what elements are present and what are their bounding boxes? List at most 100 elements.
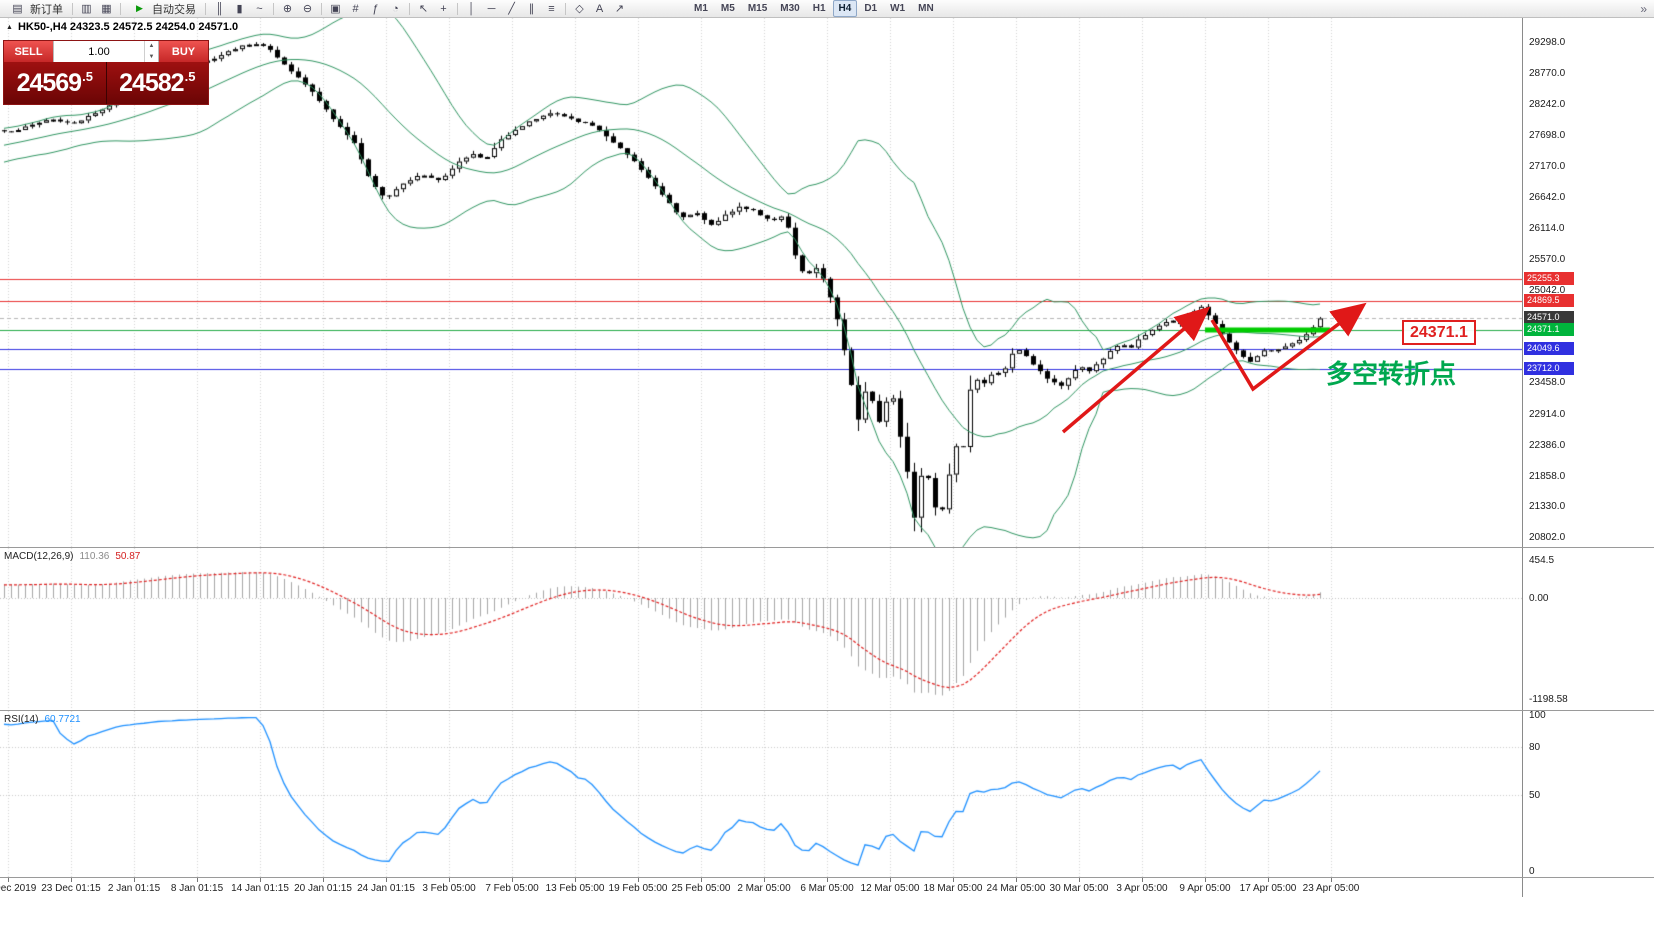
fibonacci-icon[interactable]: ≡ — [548, 2, 555, 15]
toolbar-overflow-icon[interactable]: » — [1640, 1, 1647, 16]
price-tick-label: 23458.0 — [1529, 377, 1566, 389]
price-tick-label: 28242.0 — [1529, 98, 1566, 110]
level-price-tag: 25255.3 — [1524, 271, 1574, 285]
trendline-icon[interactable]: ╱ — [508, 3, 515, 15]
macd-name: MACD(12,26,9) — [4, 551, 74, 562]
price-tick-label: 29298.0 — [1529, 37, 1566, 48]
collapse-icon[interactable]: ▲ — [6, 23, 13, 31]
trend-arrow-zigzag[interactable] — [1210, 302, 1367, 392]
sell-button[interactable]: SELL — [4, 41, 53, 62]
timeframe-m5[interactable]: M5 — [720, 3, 735, 14]
spin-down-icon[interactable]: ▼ — [148, 53, 155, 60]
level-annotation-box[interactable]: 24371.1 — [1402, 320, 1476, 345]
macd-signal-value: 50.87 — [115, 551, 141, 562]
time-tick-mark — [134, 878, 135, 882]
cursor-icon[interactable]: ↖ — [418, 3, 429, 15]
timeframe-d1[interactable]: D1 — [864, 3, 878, 14]
time-tick-label: 19 Feb 05:00 — [608, 883, 668, 894]
timeframe-h1[interactable]: H1 — [812, 3, 826, 14]
zoom-out-icon[interactable]: ⊖ — [302, 3, 313, 15]
price-tick-label: 21858.0 — [1529, 470, 1566, 482]
rsi-canvas[interactable] — [0, 711, 1522, 877]
toolbar-separator — [72, 2, 73, 15]
time-axis[interactable]: 18 Dec 2019 23 Dec 01:15 2 Jan 01:15 8 Jan … — [0, 878, 1522, 897]
time-tick-label: 18 Dec 2019 — [0, 883, 37, 894]
time-tick-label: 30 Mar 05:00 — [1049, 883, 1109, 894]
time-tick-mark — [953, 878, 954, 882]
time-tick-label: 6 Mar 05:00 — [800, 883, 854, 894]
time-tick-label: 23 Apr 05:00 — [1302, 883, 1360, 894]
candlestick-chart-icon[interactable]: ▮ — [236, 3, 243, 15]
macd-tick-label: 0.00 — [1529, 593, 1549, 604]
time-tick-label: 25 Feb 05:00 — [671, 883, 731, 894]
macd-canvas[interactable] — [0, 548, 1522, 710]
auto-trading-button[interactable]: ▶ 自动交易 — [125, 1, 201, 16]
sell-price[interactable]: 24569 .5 — [4, 62, 107, 104]
volume-input[interactable] — [54, 41, 144, 62]
time-tick-mark — [71, 878, 72, 882]
time-tick-mark — [890, 878, 891, 882]
chart-window-icon[interactable]: ▥ — [81, 3, 92, 15]
sell-price-big: 24569 — [16, 68, 83, 97]
shapes-icon[interactable]: ◇ — [575, 3, 584, 15]
turning-point-annotation[interactable]: 多空转折点 — [1326, 359, 1457, 389]
zoom-in-icon[interactable]: ⊕ — [282, 3, 293, 15]
time-tick-label: 7 Feb 05:00 — [485, 883, 539, 894]
price-tick-label: 28770.0 — [1529, 67, 1566, 79]
one-click-trade-panel: SELL ▲ ▼ BUY 24569 .5 24582 .5 — [3, 40, 209, 105]
buy-price[interactable]: 24582 .5 — [106, 62, 208, 104]
macd-panel-separator[interactable] — [0, 547, 1654, 548]
arrows-tool-icon[interactable]: ↗ — [614, 3, 625, 15]
auto-trading-play-icon: ▶ — [136, 3, 143, 13]
channel-icon[interactable]: ∥ — [528, 3, 535, 15]
buy-price-big: 24582 — [119, 68, 185, 97]
time-tick-mark — [386, 878, 387, 882]
trend-arrows-layer — [1061, 302, 1367, 434]
buy-button[interactable]: BUY — [159, 41, 208, 62]
symbol-ohlc-text: HK50-,H4 24323.5 24572.5 24254.0 24571.0 — [17, 21, 239, 33]
timeframe-mn[interactable]: MN — [918, 3, 934, 14]
rsi-name: RSI(14) — [4, 714, 39, 725]
time-tick-mark — [827, 878, 828, 882]
timeframe-w1[interactable]: W1 — [890, 3, 906, 14]
indicators-icon[interactable]: ƒ — [372, 2, 379, 15]
price-tick-label: 27698.0 — [1529, 130, 1566, 142]
bar-chart-icon[interactable]: ║ — [215, 2, 224, 15]
time-tick-label: 9 Apr 05:00 — [1179, 883, 1231, 894]
line-chart-icon[interactable]: ~ — [256, 2, 263, 15]
price-tick-label: 25042.0 — [1529, 285, 1566, 297]
text-tool-icon[interactable]: A — [595, 2, 604, 15]
time-tick-mark — [1016, 878, 1017, 882]
time-tick-mark — [1142, 878, 1143, 882]
timeframe-m1[interactable]: M1 — [694, 3, 708, 14]
new-order-button[interactable]: ▤ 新订单 — [3, 1, 68, 16]
spin-up-icon[interactable]: ▲ — [148, 43, 155, 50]
crosshair-icon[interactable]: + — [440, 2, 447, 15]
tile-windows-icon[interactable]: ▣ — [330, 3, 341, 15]
price-chart-canvas[interactable] — [0, 18, 1522, 547]
horizontal-line-icon[interactable]: ─ — [487, 2, 496, 15]
macd-label: MACD(12,26,9) 110.36 50.87 — [4, 551, 140, 562]
time-tick-mark — [197, 878, 198, 882]
time-tick-label: 13 Feb 05:00 — [545, 883, 605, 894]
price-axis[interactable]: 29298.0 28770.0 28242.0 27698.0 27170.0 26642… — [1522, 18, 1654, 897]
trend-arrow-up-1[interactable] — [1061, 306, 1211, 434]
timeframe-m15[interactable]: M15 — [747, 3, 768, 14]
price-tick-label: 20802.0 — [1529, 532, 1566, 544]
toolbar-separator — [409, 2, 410, 15]
timeframe-m30[interactable]: M30 — [780, 3, 800, 14]
timeframe-h4[interactable]: H4 — [832, 0, 858, 17]
price-tick-label: 22914.0 — [1529, 409, 1566, 421]
rsi-panel-separator[interactable] — [0, 710, 1654, 711]
period-icon[interactable]: ◔ — [392, 2, 399, 15]
time-axis-separator — [0, 877, 1654, 878]
volume-spinner[interactable]: ▲ ▼ — [144, 41, 158, 62]
vertical-line-icon[interactable]: │ — [468, 2, 475, 15]
time-tick-mark — [1205, 878, 1206, 882]
buy-price-small: .5 — [184, 68, 196, 84]
time-tick-label: 24 Jan 01:15 — [357, 883, 415, 894]
timeframe-group: M1 M5 M15 M30 H1 H4 D1 W1 MN — [688, 0, 940, 17]
market-watch-icon[interactable]: ▦ — [101, 3, 112, 15]
grid-icon[interactable]: # — [352, 2, 359, 15]
